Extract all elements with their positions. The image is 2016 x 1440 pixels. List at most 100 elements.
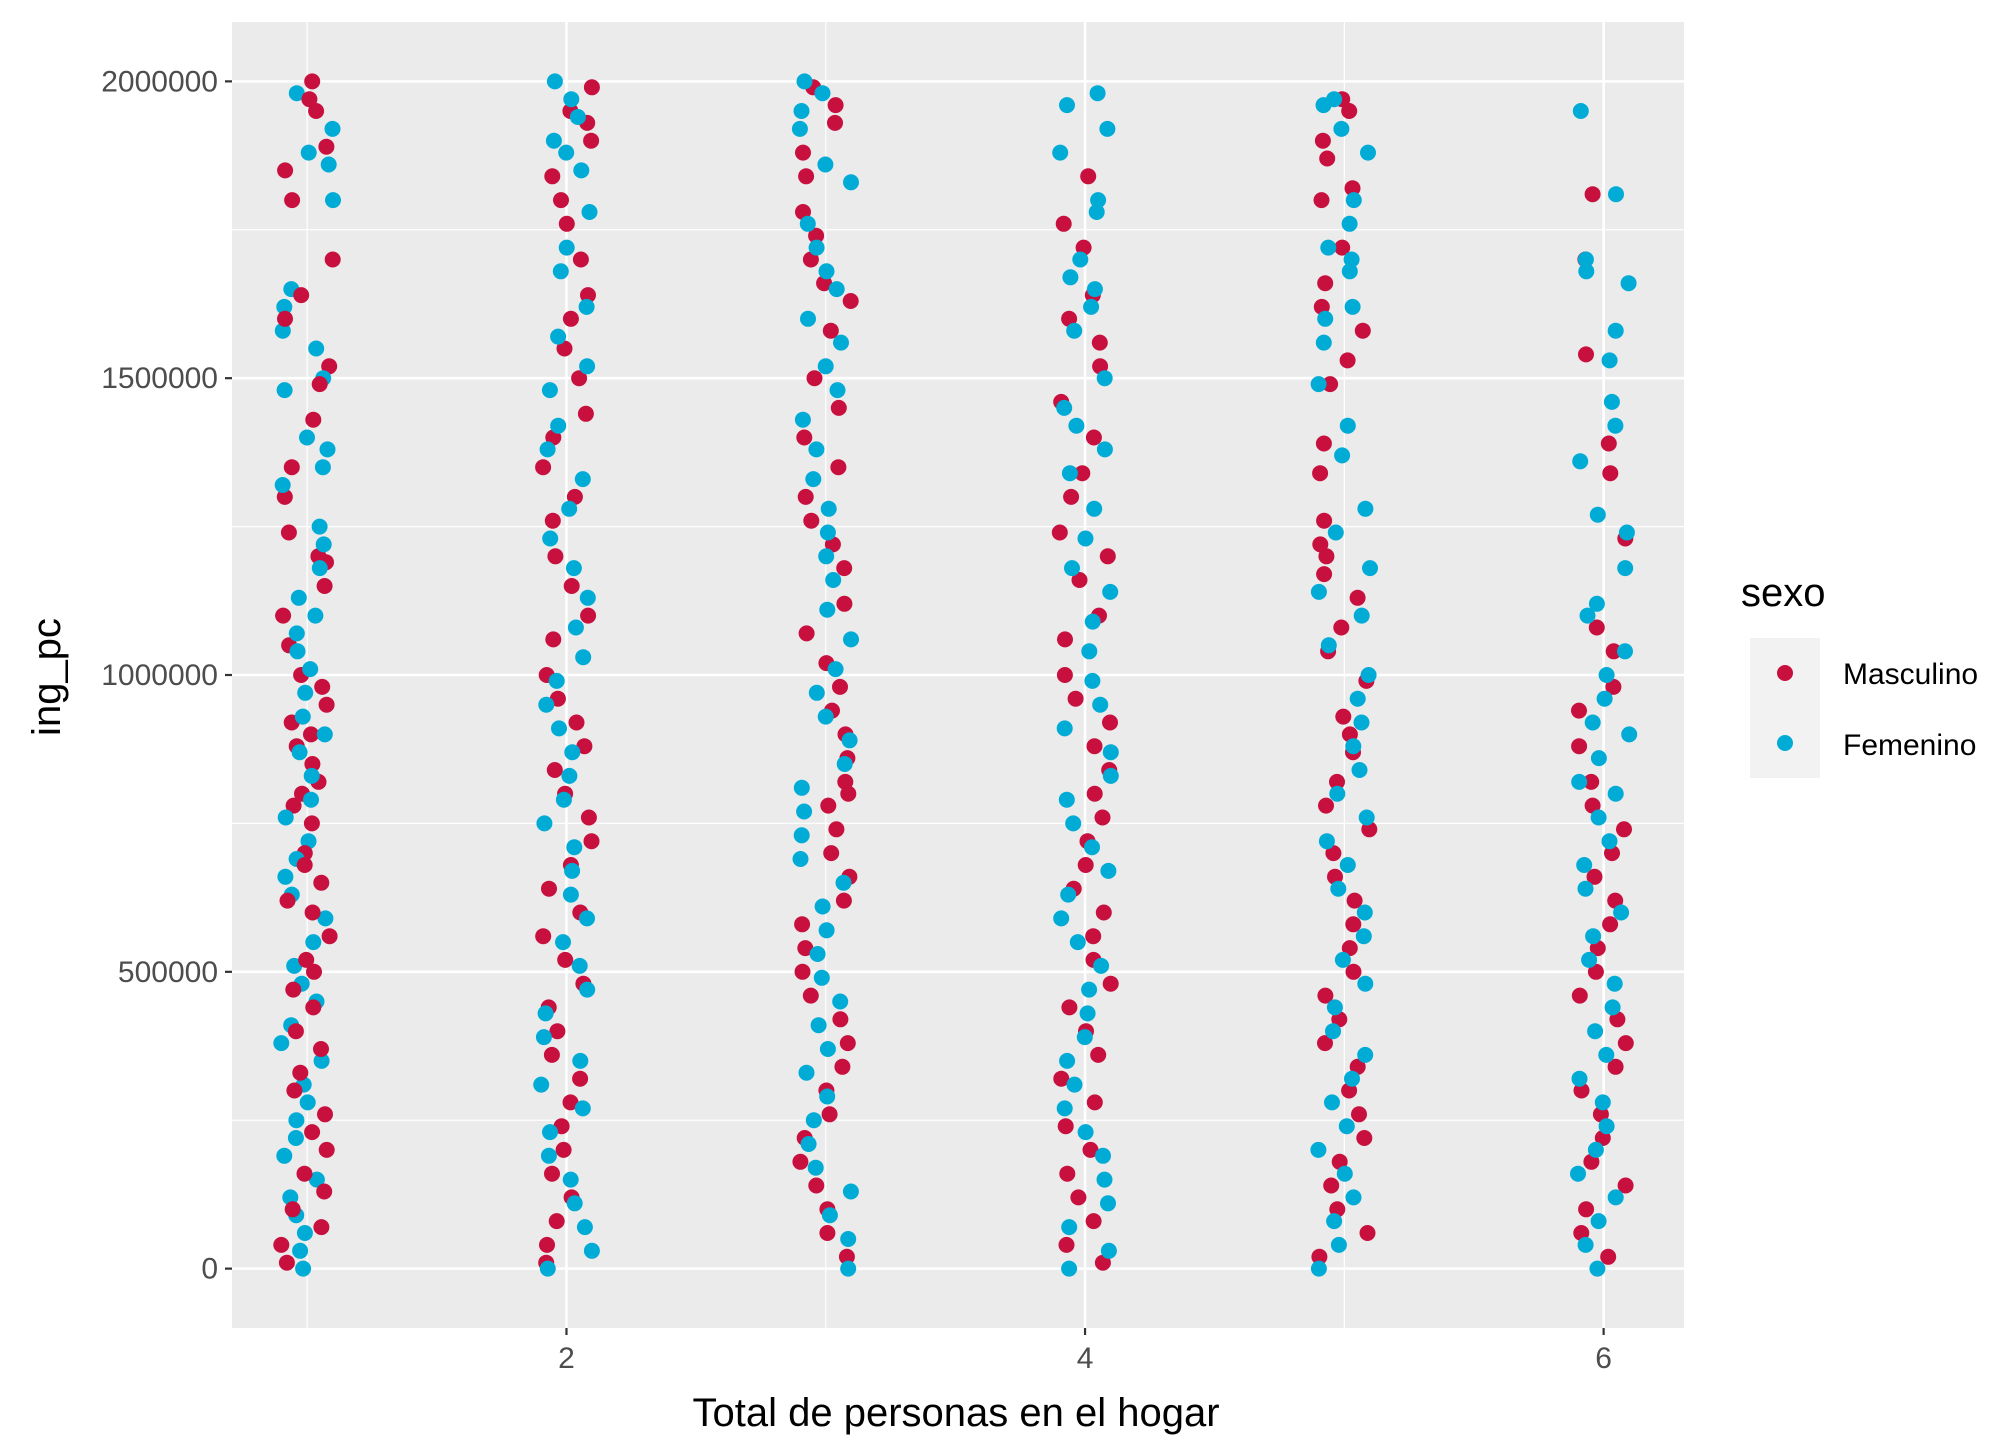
point-masculino [284,1201,301,1218]
point-masculino [276,488,293,505]
point-femenino [818,922,835,939]
point-masculino [544,512,561,529]
point-masculino [1600,1248,1617,1265]
point-femenino [1330,1236,1347,1253]
point-masculino [1587,963,1604,980]
point-femenino [1357,1046,1374,1063]
point-femenino [288,625,305,642]
point-femenino [1310,1141,1327,1158]
point-femenino [1608,186,1624,203]
point-femenino [311,518,328,535]
point-masculino [806,370,823,387]
point-femenino [819,1088,836,1105]
point-femenino [1590,750,1607,767]
point-masculino [1313,192,1330,209]
point-femenino [1358,809,1375,826]
point-masculino [546,762,563,778]
point-femenino [573,162,590,179]
point-masculino [803,512,820,529]
point-femenino [1086,500,1103,517]
point-masculino [303,726,319,743]
point-femenino [820,500,837,517]
point-femenino [1056,399,1073,416]
data-points [273,73,1638,1277]
point-masculino [1086,1094,1103,1111]
point-femenino [1598,1118,1615,1135]
point-masculino [577,405,594,422]
point-masculino [296,857,313,873]
point-femenino [1100,1195,1116,1212]
point-masculino [1602,465,1619,482]
point-femenino [800,1136,817,1152]
point-masculino [556,340,573,357]
point-masculino [1074,465,1091,482]
point-femenino [1607,785,1624,802]
point-masculino [1354,322,1371,339]
point-femenino [289,643,306,660]
point-masculino [313,874,330,891]
point-femenino [564,744,581,761]
point-masculino [1311,1248,1328,1265]
point-masculino [298,951,315,968]
point-masculino [1588,619,1605,636]
point-masculino [1058,1236,1075,1253]
point-femenino [1621,726,1638,743]
point-femenino [1052,144,1069,161]
point-masculino [292,1064,309,1081]
point-femenino [794,411,811,428]
point-masculino [1090,1046,1107,1063]
point-femenino [303,767,320,784]
point-masculino [539,1236,555,1253]
point-femenino [551,720,567,737]
point-femenino [277,868,294,885]
point-femenino [1355,928,1372,945]
point-femenino [1102,583,1119,600]
point-femenino [1318,833,1335,850]
point-femenino [566,1195,583,1212]
point-femenino [793,103,810,119]
point-femenino [537,1005,554,1022]
point-femenino [292,1242,309,1259]
point-femenino [1598,1046,1615,1063]
point-femenino [1617,643,1633,660]
point-masculino [1061,999,1078,1016]
point-femenino [841,732,858,749]
point-femenino [1607,322,1624,339]
point-femenino [1601,352,1618,369]
point-masculino [816,275,833,292]
point-femenino [1606,975,1623,992]
point-femenino [1353,607,1370,624]
point-femenino [796,803,813,820]
point-femenino [314,459,331,476]
point-masculino [794,916,811,933]
point-masculino [1317,987,1334,1004]
point-femenino [1333,120,1350,137]
point-femenino [1344,1070,1360,1087]
point-masculino [1339,352,1356,369]
point-femenino [808,441,825,458]
point-masculino [318,138,335,155]
point-femenino [552,263,569,280]
point-femenino [325,192,341,209]
legend: sexo Masculino Femenino [1741,571,1978,778]
point-femenino [545,132,562,149]
point-femenino [276,382,293,399]
point-femenino [840,1231,857,1247]
point-masculino [802,987,819,1004]
point-masculino [797,488,814,505]
point-femenino [1061,465,1078,482]
point-femenino [1084,613,1101,630]
point-femenino [843,631,859,648]
point-femenino [814,898,831,915]
point-masculino [313,1041,329,1057]
point-masculino [277,310,293,327]
point-masculino [284,192,301,209]
point-masculino [285,981,302,998]
point-femenino [550,328,567,345]
point-masculino [1344,180,1361,197]
point-masculino [543,1046,560,1063]
point-femenino [1056,720,1073,737]
point-femenino [315,536,332,553]
point-masculino [832,678,848,695]
point-femenino [796,73,813,90]
